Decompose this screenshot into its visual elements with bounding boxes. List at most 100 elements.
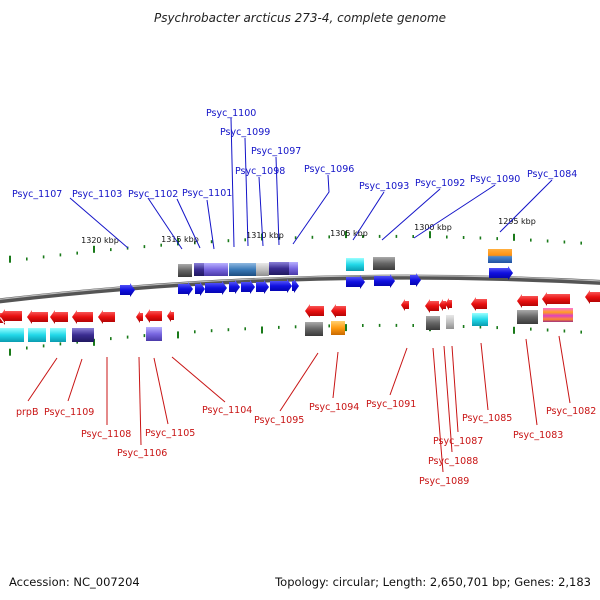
- forward-gene-arrow[interactable]: [489, 266, 513, 280]
- domain-box[interactable]: [269, 262, 289, 275]
- reverse-gene-arrow[interactable]: [50, 310, 68, 324]
- leader-line: [171, 356, 226, 403]
- gene-label-psyc-1106[interactable]: Psyc_1106: [117, 448, 167, 459]
- reverse-gene-arrow[interactable]: [27, 310, 48, 324]
- leader-line: [443, 345, 453, 453]
- domain-box[interactable]: [331, 321, 345, 335]
- domain-box[interactable]: [517, 310, 538, 324]
- reverse-gene-arrow[interactable]: [425, 299, 439, 313]
- gene-label-psyc-1088[interactable]: Psyc_1088: [428, 456, 478, 467]
- reverse-gene-arrow[interactable]: [331, 304, 346, 318]
- forward-gene-arrow[interactable]: [346, 275, 365, 289]
- gene-label-psyc-1102[interactable]: Psyc_1102: [128, 189, 178, 200]
- forward-gene-arrow[interactable]: [374, 274, 395, 288]
- domain-box[interactable]: [241, 263, 256, 276]
- leader-line: [381, 188, 441, 241]
- reverse-gene-arrow[interactable]: [542, 292, 570, 306]
- domain-box[interactable]: [426, 316, 440, 330]
- gene-label-psyc-1090[interactable]: Psyc_1090: [470, 174, 520, 185]
- gene-label-psyc-1096[interactable]: Psyc_1096: [304, 164, 354, 175]
- reverse-gene-arrow[interactable]: [136, 311, 143, 323]
- scale-label-1295: 1295 kbp: [498, 217, 536, 226]
- forward-gene-arrow[interactable]: [120, 283, 135, 297]
- gene-label-psyc-1107[interactable]: Psyc_1107: [12, 189, 62, 200]
- gene-label-psyc-1103[interactable]: Psyc_1103: [72, 189, 122, 200]
- gene-label-psyc-1097[interactable]: Psyc_1097: [251, 146, 301, 157]
- domain-box[interactable]: [289, 262, 298, 275]
- leader-line: [147, 197, 183, 250]
- gene-label-psyc-1104[interactable]: Psyc_1104: [202, 405, 252, 416]
- domain-box[interactable]: [204, 263, 228, 276]
- reverse-gene-arrow[interactable]: [145, 309, 162, 323]
- forward-domain-boxes: [178, 249, 512, 277]
- reverse-gene-arrow[interactable]: [471, 297, 487, 311]
- reverse-gene-arrow[interactable]: [401, 299, 409, 311]
- domain-box[interactable]: [446, 315, 454, 329]
- domain-box[interactable]: [305, 322, 323, 336]
- gene-label-psyc-1085[interactable]: Psyc_1085: [462, 413, 512, 424]
- gene-label-psyc-1099[interactable]: Psyc_1099: [220, 127, 270, 138]
- reverse-gene-arrow[interactable]: [0, 309, 22, 323]
- domain-box[interactable]: [194, 263, 204, 276]
- scale-label-1320: 1320 kbp: [81, 236, 119, 245]
- leader-line: [153, 357, 169, 425]
- forward-gene-arrow[interactable]: [270, 279, 292, 293]
- accession-text: Accession: NC_007204: [9, 575, 140, 589]
- reverse-leader-lines: [27, 335, 571, 473]
- reverse-gene-arrow[interactable]: [167, 310, 174, 322]
- leader-line: [279, 352, 319, 412]
- domain-box[interactable]: [50, 328, 66, 342]
- reverse-strand-genes: [0, 290, 600, 325]
- gene-label-psyc-1100[interactable]: Psyc_1100: [206, 108, 256, 119]
- forward-gene-arrow[interactable]: [410, 273, 421, 287]
- gene-label-psyc-1108[interactable]: Psyc_1108: [81, 429, 131, 440]
- domain-box[interactable]: [472, 313, 488, 326]
- gene-label-psyc-1098[interactable]: Psyc_1098: [235, 166, 285, 177]
- reverse-gene-arrow[interactable]: [305, 304, 324, 318]
- domain-box[interactable]: [28, 328, 46, 342]
- leader-line: [332, 351, 339, 399]
- leader-line: [389, 347, 408, 396]
- reverse-gene-arrow[interactable]: [585, 290, 600, 304]
- forward-gene-arrow[interactable]: [241, 280, 255, 294]
- leader-line: [432, 347, 444, 473]
- gene-label-psyc-1109[interactable]: Psyc_1109: [44, 407, 94, 418]
- scale-ticks-bottom: [9, 323, 583, 356]
- reverse-gene-arrow[interactable]: [98, 310, 115, 324]
- leader-line: [27, 357, 58, 402]
- forward-gene-arrow[interactable]: [256, 280, 269, 294]
- forward-gene-arrow[interactable]: [205, 281, 227, 295]
- forward-gene-arrow[interactable]: [178, 282, 193, 296]
- gene-label-psyc-1089[interactable]: Psyc_1089: [419, 476, 469, 487]
- gene-label-psyc-1093[interactable]: Psyc_1093: [359, 181, 409, 192]
- domain-box[interactable]: [72, 328, 94, 342]
- gene-label-psyc-1083[interactable]: Psyc_1083: [513, 430, 563, 441]
- domain-box[interactable]: [488, 249, 512, 263]
- domain-box[interactable]: [0, 328, 24, 342]
- domain-box[interactable]: [346, 258, 364, 271]
- gene-label-psyc-1105[interactable]: Psyc_1105: [145, 428, 195, 439]
- forward-gene-arrow[interactable]: [229, 280, 240, 294]
- domain-box[interactable]: [146, 327, 162, 341]
- forward-gene-arrow[interactable]: [195, 282, 205, 296]
- gene-label-psyc-1094[interactable]: Psyc_1094: [309, 402, 359, 413]
- gene-label-psyc-1095[interactable]: Psyc_1095: [254, 415, 304, 426]
- reverse-gene-arrow[interactable]: [439, 299, 446, 311]
- domain-box[interactable]: [373, 257, 395, 270]
- reverse-gene-arrow[interactable]: [72, 310, 93, 324]
- gene-label-psyc-1087[interactable]: Psyc_1087: [433, 436, 483, 447]
- gene-label-psyc-1091[interactable]: Psyc_1091: [366, 399, 416, 410]
- gene-label-psyc-1082[interactable]: Psyc_1082: [546, 406, 596, 417]
- gene-label-psyc-1084[interactable]: Psyc_1084: [527, 169, 577, 180]
- domain-box[interactable]: [543, 308, 573, 322]
- gene-label-psyc-1101[interactable]: Psyc_1101: [182, 188, 232, 199]
- reverse-gene-arrow[interactable]: [445, 298, 452, 310]
- leader-line: [480, 342, 489, 411]
- domain-box[interactable]: [256, 263, 269, 276]
- gene-label-prpb[interactable]: prpB: [16, 407, 38, 418]
- gene-label-psyc-1092[interactable]: Psyc_1092: [415, 178, 465, 189]
- domain-box[interactable]: [229, 263, 241, 276]
- forward-gene-arrow[interactable]: [292, 279, 299, 293]
- domain-box[interactable]: [178, 264, 192, 277]
- reverse-gene-arrow[interactable]: [517, 294, 538, 308]
